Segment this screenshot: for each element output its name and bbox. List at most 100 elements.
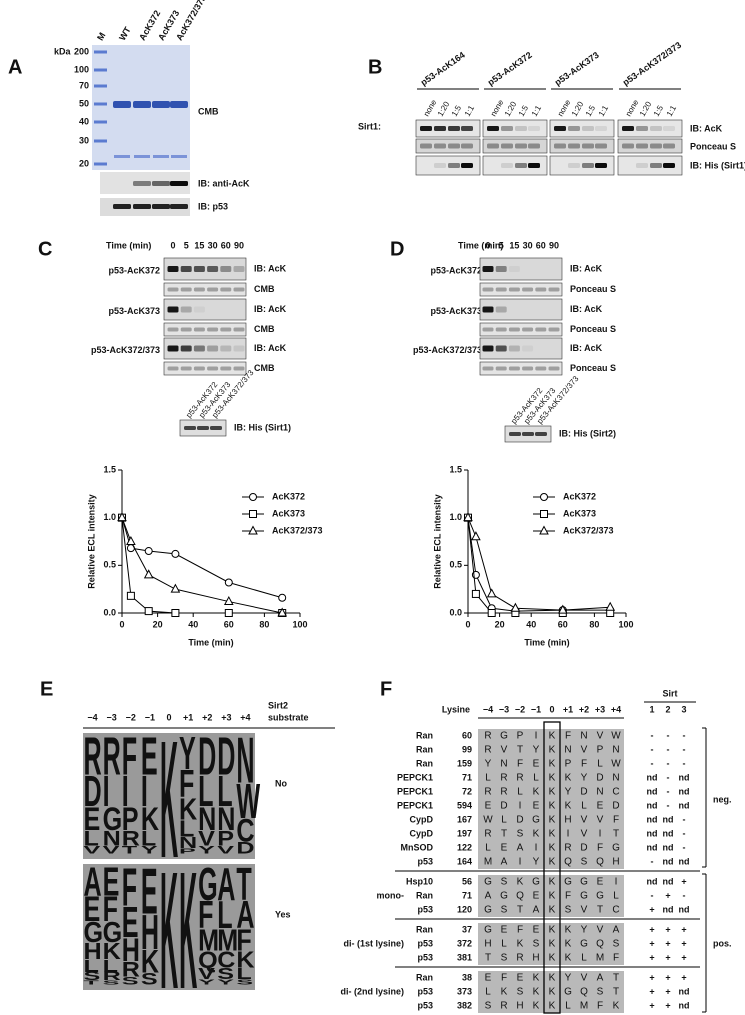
sirt-result: + — [649, 904, 654, 914]
sirt-result: nd — [679, 786, 690, 796]
logo-letter: H — [84, 939, 102, 965]
residue: F — [517, 925, 523, 936]
logo-letter: L — [84, 826, 99, 850]
row-label: p53-AcK372 — [430, 265, 482, 275]
residue: Y — [533, 745, 540, 756]
band — [180, 345, 192, 352]
sirt-result: + — [665, 938, 670, 948]
residue: R — [484, 731, 491, 742]
sirt-result: nd — [647, 800, 658, 810]
residue: Y — [565, 787, 572, 798]
time-value: 5 — [499, 240, 504, 250]
logo-letter: G — [198, 858, 218, 910]
site-label: 159 — [457, 758, 472, 768]
marker — [463, 512, 473, 522]
residue: V — [581, 815, 588, 826]
position-label: −1 — [531, 704, 541, 714]
logo-letter: R — [84, 726, 102, 786]
logo-letter: E — [84, 802, 101, 838]
ratio-label: none — [422, 98, 439, 118]
band — [167, 266, 179, 272]
protein-label: Hsp10 — [406, 876, 433, 886]
site-label: 56 — [462, 876, 472, 886]
logo-letter: V — [103, 844, 120, 856]
logo-letter: E — [84, 891, 101, 929]
residue: K — [565, 953, 572, 964]
band — [207, 287, 219, 292]
band — [180, 366, 192, 371]
x-tick-label: 20 — [153, 619, 163, 629]
band — [114, 155, 130, 158]
ratio-label: none — [624, 98, 641, 118]
site-label: 122 — [457, 842, 472, 852]
blot-label: IB: His (Sirt1) — [690, 160, 745, 170]
residue: L — [501, 815, 507, 826]
residue: K — [549, 857, 556, 868]
residue: G — [596, 891, 604, 902]
residue: K — [565, 801, 572, 812]
residue: K — [565, 925, 572, 936]
marker — [171, 609, 180, 617]
blot — [163, 337, 247, 360]
marker — [487, 609, 496, 617]
band — [434, 163, 446, 168]
band — [420, 143, 432, 149]
logo-letter: R — [122, 826, 140, 850]
marker-label: 200 — [74, 46, 89, 56]
position-label: 0 — [166, 712, 171, 722]
logo-letter: K — [179, 838, 197, 1015]
protein-label: p53 — [417, 986, 433, 996]
blot — [479, 257, 563, 281]
position-label: −4 — [483, 704, 493, 714]
band — [167, 366, 179, 371]
marker — [557, 604, 568, 614]
blot — [549, 138, 615, 154]
band — [420, 126, 432, 131]
sirt-result: - — [683, 842, 686, 852]
block-label: mono- — [377, 890, 405, 900]
residue: A — [485, 891, 492, 902]
sirt-result: nd — [647, 772, 658, 782]
residue: F — [581, 759, 587, 770]
band — [134, 155, 150, 158]
residue: K — [549, 745, 556, 756]
residue: T — [517, 905, 523, 916]
residue: K — [533, 1001, 540, 1012]
header-label: Lysine — [442, 704, 470, 714]
sirt-result: + — [649, 986, 654, 996]
residue: L — [581, 953, 587, 964]
blot — [163, 298, 247, 321]
residue: A — [613, 925, 620, 936]
protein-label: Ran — [416, 924, 433, 934]
sirt-result: + — [649, 938, 654, 948]
band — [193, 287, 205, 292]
residue: E — [517, 973, 524, 984]
logo-letter: F — [179, 761, 194, 805]
logo-letter: L — [198, 768, 213, 816]
position-label: +2 — [579, 704, 589, 714]
residue: P — [517, 731, 524, 742]
residue: I — [615, 877, 618, 888]
residue: G — [484, 877, 492, 888]
sirt-result: - — [651, 890, 654, 900]
blot — [163, 361, 247, 376]
residue: Y — [565, 973, 572, 984]
residue: I — [519, 857, 522, 868]
residue: S — [501, 953, 508, 964]
protein-label: CypD — [409, 828, 433, 838]
logo-letter: E — [141, 726, 158, 786]
residue: T — [485, 953, 491, 964]
block-label: di- (2nd lysine) — [340, 986, 404, 996]
band — [501, 143, 513, 149]
sirt-result: + — [665, 890, 670, 900]
time-value: 60 — [536, 240, 546, 250]
residue: Q — [564, 857, 572, 868]
band — [207, 345, 219, 352]
logo-letter: M — [217, 922, 238, 957]
site-label: 381 — [457, 952, 472, 962]
ladder-band — [94, 68, 107, 72]
header-label: substrate — [268, 712, 309, 722]
logo-letter: N — [236, 724, 254, 797]
band — [133, 181, 151, 186]
residue: F — [565, 891, 571, 902]
